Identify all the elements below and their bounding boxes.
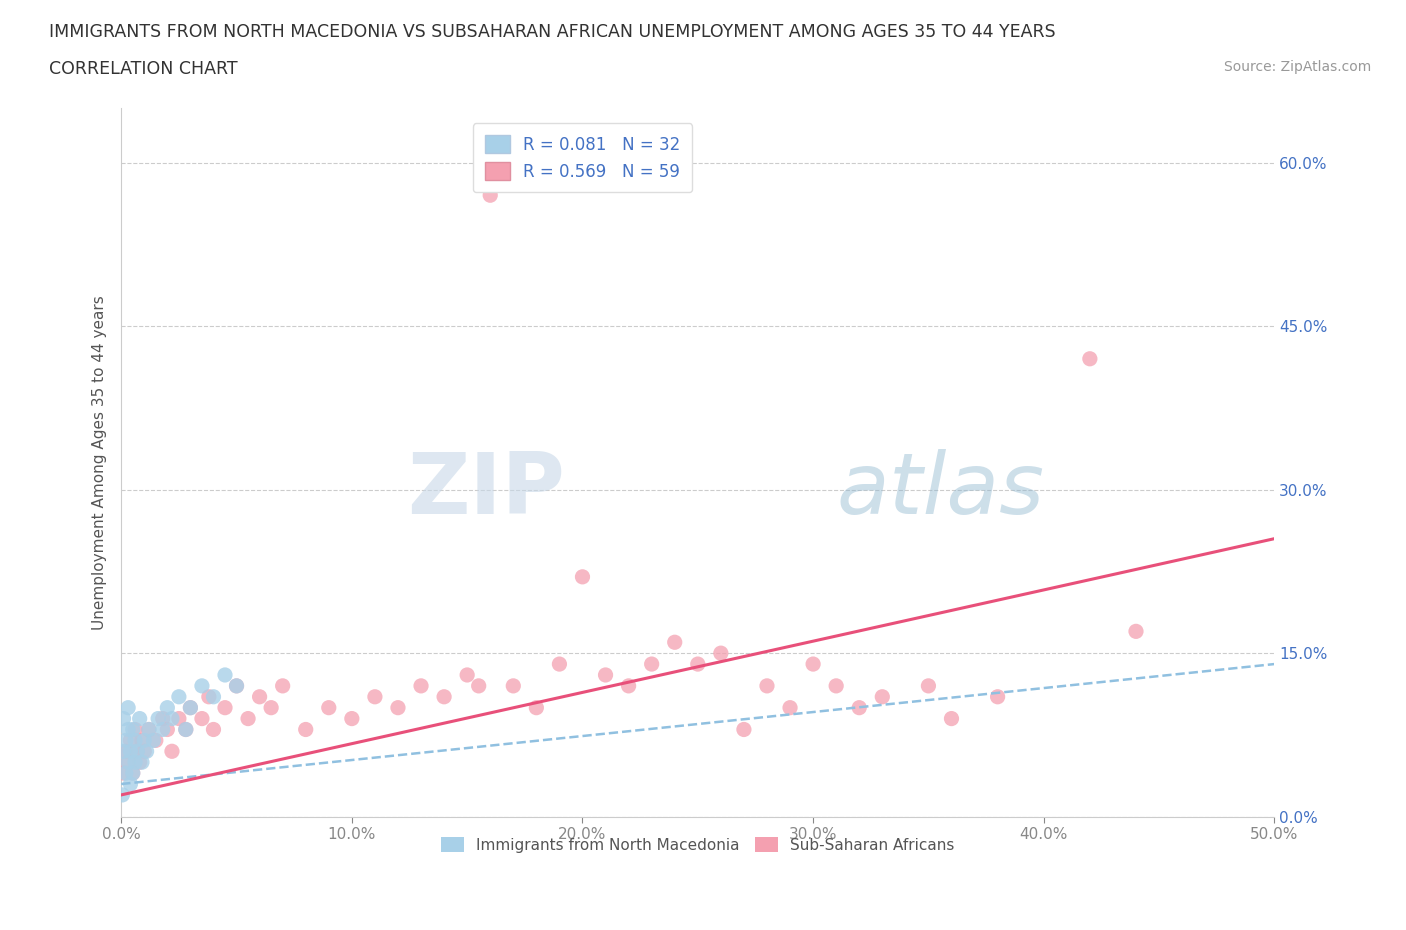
Point — [124, 722, 146, 737]
Point — [167, 711, 190, 726]
Point — [733, 722, 755, 737]
Point — [121, 722, 143, 737]
Point — [127, 744, 149, 759]
Point — [120, 744, 142, 759]
Point — [664, 635, 686, 650]
Point — [131, 733, 153, 748]
Point — [145, 733, 167, 748]
Point — [364, 689, 387, 704]
Point — [146, 711, 169, 726]
Point — [917, 678, 939, 693]
Point — [225, 678, 247, 693]
Point — [114, 733, 136, 748]
Point — [160, 711, 183, 726]
Point — [318, 700, 340, 715]
Point — [1078, 352, 1101, 366]
Point — [467, 678, 489, 693]
Point — [294, 722, 316, 737]
Text: atlas: atlas — [837, 449, 1045, 532]
Point — [131, 755, 153, 770]
Point — [987, 689, 1010, 704]
Point — [409, 678, 432, 693]
Point — [174, 722, 197, 737]
Point — [271, 678, 294, 693]
Point — [128, 711, 150, 726]
Point — [340, 711, 363, 726]
Point — [112, 744, 135, 759]
Point — [191, 711, 214, 726]
Point — [756, 678, 779, 693]
Point — [114, 765, 136, 780]
Point — [202, 722, 225, 737]
Point — [387, 700, 409, 715]
Legend: Immigrants from North Macedonia, Sub-Saharan Africans: Immigrants from North Macedonia, Sub-Sah… — [434, 830, 960, 858]
Point — [117, 700, 139, 715]
Point — [174, 722, 197, 737]
Point — [825, 678, 848, 693]
Point — [710, 645, 733, 660]
Point — [640, 657, 662, 671]
Point — [142, 733, 165, 748]
Point — [479, 188, 502, 203]
Point — [120, 777, 142, 791]
Text: CORRELATION CHART: CORRELATION CHART — [49, 60, 238, 78]
Text: IMMIGRANTS FROM NORTH MACEDONIA VS SUBSAHARAN AFRICAN UNEMPLOYMENT AMONG AGES 35: IMMIGRANTS FROM NORTH MACEDONIA VS SUBSA… — [49, 23, 1056, 41]
Point — [134, 744, 156, 759]
Point — [214, 700, 236, 715]
Point — [236, 711, 259, 726]
Point — [433, 689, 456, 704]
Point — [156, 700, 179, 715]
Point — [117, 755, 139, 770]
Point — [117, 722, 139, 737]
Point — [202, 689, 225, 704]
Point — [138, 722, 160, 737]
Point — [134, 733, 156, 748]
Point — [456, 668, 478, 683]
Point — [114, 744, 136, 759]
Point — [198, 689, 221, 704]
Point — [138, 722, 160, 737]
Point — [112, 765, 135, 780]
Point — [872, 689, 894, 704]
Text: ZIP: ZIP — [408, 449, 565, 532]
Point — [617, 678, 640, 693]
Point — [124, 733, 146, 748]
Point — [801, 657, 824, 671]
Point — [571, 569, 593, 584]
Point — [260, 700, 283, 715]
Point — [121, 765, 143, 780]
Point — [779, 700, 801, 715]
Point — [120, 733, 142, 748]
Point — [135, 744, 157, 759]
Point — [124, 755, 146, 770]
Text: Source: ZipAtlas.com: Source: ZipAtlas.com — [1223, 60, 1371, 74]
Point — [225, 678, 247, 693]
Point — [179, 700, 201, 715]
Point — [160, 744, 183, 759]
Point — [167, 689, 190, 704]
Point — [152, 722, 174, 737]
Point — [121, 765, 143, 780]
Point — [595, 668, 617, 683]
Point — [848, 700, 870, 715]
Point — [179, 700, 201, 715]
Point — [214, 668, 236, 683]
Point — [941, 711, 963, 726]
Point — [152, 711, 174, 726]
Point — [127, 744, 149, 759]
Point — [686, 657, 709, 671]
Point — [128, 755, 150, 770]
Y-axis label: Unemployment Among Ages 35 to 44 years: Unemployment Among Ages 35 to 44 years — [93, 295, 107, 630]
Point — [111, 788, 134, 803]
Point — [191, 678, 214, 693]
Point — [548, 657, 571, 671]
Point — [249, 689, 271, 704]
Point — [117, 755, 139, 770]
Point — [524, 700, 547, 715]
Point — [1125, 624, 1147, 639]
Point — [502, 678, 524, 693]
Point — [156, 722, 179, 737]
Point — [112, 711, 135, 726]
